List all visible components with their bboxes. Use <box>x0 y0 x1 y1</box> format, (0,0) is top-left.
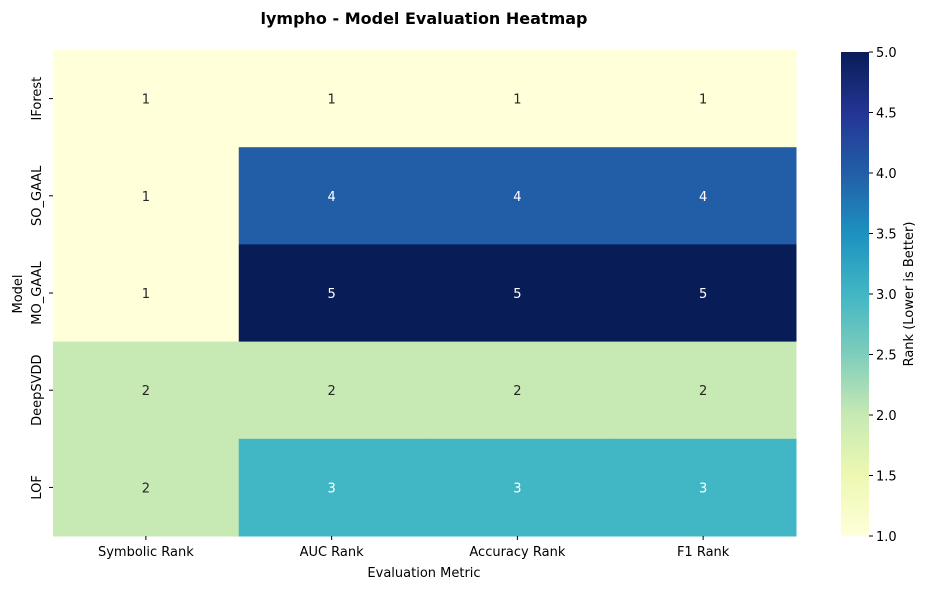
y-tick-label: LOF <box>30 475 45 500</box>
heatmap-cell <box>53 50 240 148</box>
y-tick-label: IForest <box>30 77 45 121</box>
cell-value-label: 2 <box>699 384 707 399</box>
colorbar-tick-label: 3.0 <box>876 288 897 303</box>
heatmap-cell <box>53 147 240 245</box>
heatmap-cell <box>238 438 425 537</box>
y-tick-label: MO_GAAL <box>30 261 45 325</box>
heatmap-cell <box>424 244 611 343</box>
cell-value-label: 1 <box>513 93 521 108</box>
cell-value-label: 2 <box>327 384 335 399</box>
cell-value-label: 4 <box>327 190 335 205</box>
cell-value-label: 2 <box>513 384 521 399</box>
y-tick-label: SO_GAAL <box>30 165 45 226</box>
chart-title: lympho - Model Evaluation Heatmap <box>261 9 588 28</box>
x-tick-label: Symbolic Rank <box>98 545 194 560</box>
cell-value-label: 4 <box>699 190 707 205</box>
cell-value-label: 1 <box>142 287 150 302</box>
cell-value-label: 1 <box>327 93 335 108</box>
cell-value-label: 3 <box>699 481 707 496</box>
colorbar-tick-label: 4.0 <box>876 167 897 182</box>
x-tick-label: Accuracy Rank <box>469 545 565 560</box>
colorbar-ticks: 1.0 1.5 2.0 2.5 3.0 3.5 4.0 4.5 5.0 <box>869 46 897 545</box>
heatmap-cell <box>238 244 425 343</box>
heatmap-cell <box>424 341 611 440</box>
heatmap-cell <box>610 341 797 440</box>
heatmap-cell <box>238 50 425 148</box>
colorbar-tick-label: 5.0 <box>876 46 897 61</box>
cell-value-label: 5 <box>513 287 521 302</box>
cell-value-label: 5 <box>327 287 335 302</box>
x-tick-label: F1 Rank <box>677 545 730 560</box>
cell-value-label: 3 <box>513 481 521 496</box>
heatmap-cell <box>53 438 240 537</box>
cell-value-label: 1 <box>142 93 150 108</box>
cell-value-label: 4 <box>513 190 521 205</box>
x-axis-ticks: Symbolic Rank AUC Rank Accuracy Rank F1 Ran… <box>98 536 730 560</box>
heatmap-cell <box>238 147 425 245</box>
colorbar-tick-label: 1.5 <box>876 470 897 485</box>
colorbar-tick-label: 4.5 <box>876 107 897 122</box>
colorbar <box>841 52 869 536</box>
y-axis-label: Model <box>11 274 26 313</box>
heatmap-cell <box>53 341 240 440</box>
cell-value-label: 2 <box>142 384 150 399</box>
heatmap-cell <box>610 147 797 245</box>
heatmap-cell <box>610 244 797 343</box>
cell-value-label: 2 <box>142 481 150 496</box>
heatmap-cell <box>424 50 611 148</box>
heatmap-cell <box>424 147 611 245</box>
heatmap-cells: 1 1 1 1 1 4 4 4 1 5 5 5 2 2 2 2 2 3 3 3 <box>53 50 797 537</box>
heatmap-cell <box>610 438 797 537</box>
colorbar-tick-label: 2.5 <box>876 349 897 364</box>
colorbar-label: Rank (Lower is Better) <box>902 222 917 367</box>
x-axis-label: Evaluation Metric <box>367 566 480 581</box>
y-axis-ticks: IForest SO_GAAL MO_GAAL DeepSVDD LOF <box>30 77 53 500</box>
colorbar-tick-label: 2.0 <box>876 409 897 424</box>
colorbar-tick-label: 3.5 <box>876 228 897 243</box>
cell-value-label: 1 <box>142 190 150 205</box>
heatmap-cell <box>238 341 425 440</box>
cell-value-label: 3 <box>327 481 335 496</box>
heatmap-cell <box>610 50 797 148</box>
heatmap-cell <box>53 244 240 343</box>
cell-value-label: 1 <box>699 93 707 108</box>
cell-value-label: 5 <box>699 287 707 302</box>
x-tick-label: AUC Rank <box>300 545 365 560</box>
y-tick-label: DeepSVDD <box>30 354 45 425</box>
heatmap-cell <box>424 438 611 537</box>
colorbar-tick-label: 1.0 <box>876 530 897 545</box>
